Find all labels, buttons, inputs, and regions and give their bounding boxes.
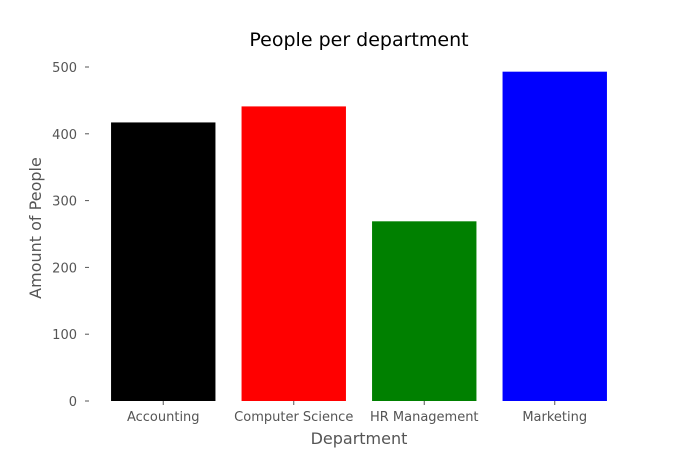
bars-group (111, 71, 607, 402)
x-tick-label: Accounting (127, 410, 200, 425)
x-tick-label: Marketing (522, 410, 587, 425)
y-tick-label: 300 (52, 195, 77, 210)
y-tick-label: 400 (52, 128, 77, 143)
bar-hr-management (372, 221, 477, 401)
x-axis: Accounting Computer Science HR Management M… (127, 401, 587, 425)
bar-marketing (502, 71, 607, 402)
y-tick-label: 0 (69, 395, 77, 410)
x-tick-label: Computer Science (234, 410, 353, 425)
y-axis: 0 100 200 300 400 500 (52, 61, 89, 410)
x-tick-label: HR Management (370, 410, 479, 425)
bar-computer-science (241, 106, 346, 401)
chart-title: People per department (249, 29, 468, 51)
y-axis-label: Amount of People (26, 157, 45, 299)
y-tick-label: 500 (52, 61, 77, 76)
bar-accounting (111, 122, 216, 401)
y-tick-label: 200 (52, 261, 77, 276)
x-axis-label: Department (311, 429, 408, 448)
y-tick-label: 100 (52, 328, 77, 343)
